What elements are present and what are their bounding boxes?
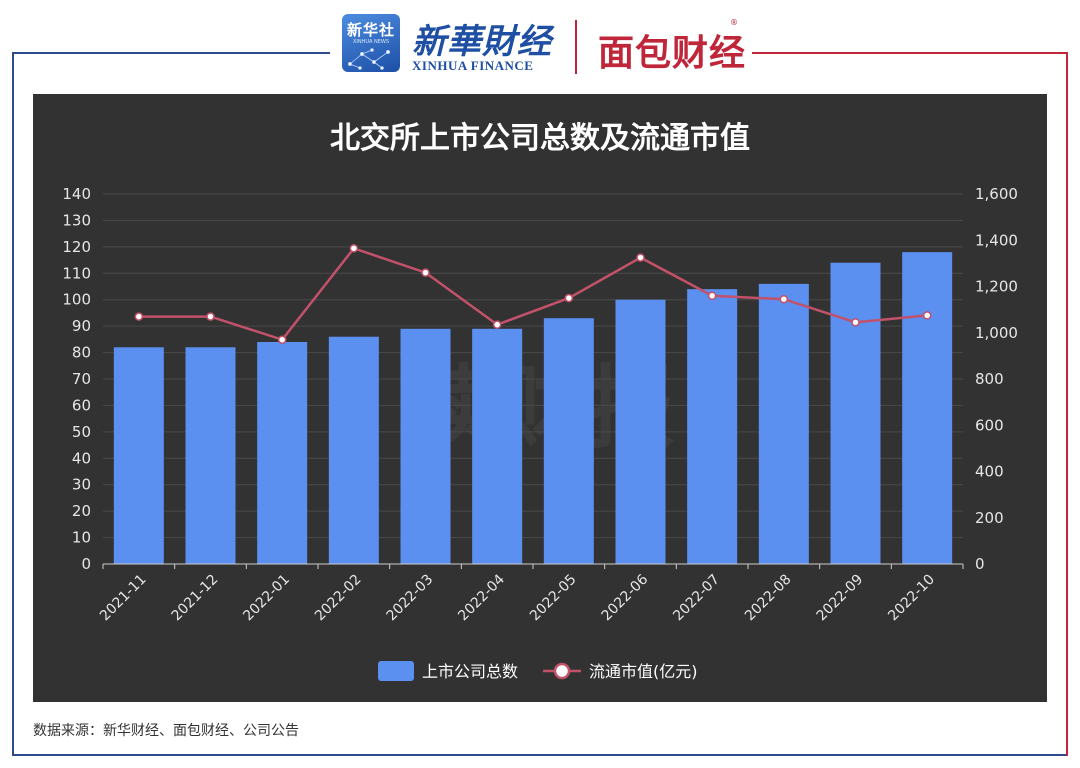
y-left-tick-label: 90: [72, 317, 91, 335]
y-right-tick-label: 0: [975, 555, 985, 573]
y-left-tick-label: 10: [72, 529, 91, 547]
y-right-tick-label: 1,600: [975, 185, 1018, 203]
network-icon: [348, 48, 391, 70]
y-right-tick-label: 1,200: [975, 278, 1018, 296]
legend-line-label: 流通市值(亿元): [589, 662, 698, 681]
line-point: [206, 312, 215, 321]
x-tick-label: 2022-10: [885, 572, 938, 625]
line-series-path: [138, 246, 928, 342]
y-right-tick-label: 1,000: [975, 324, 1018, 342]
line-point: [922, 311, 932, 320]
line-point: [277, 335, 287, 344]
y-left-tick-label: 0: [81, 555, 91, 573]
line-point: [707, 291, 717, 300]
y-right-tick-label: 800: [975, 370, 1004, 388]
logo-cn-text: 新华社: [346, 21, 395, 39]
line-point: [779, 294, 789, 304]
bar: [257, 342, 308, 564]
y-left-tick-label: 20: [72, 502, 91, 520]
x-tick-label: 2022-09: [814, 572, 867, 625]
x-tick-label: 2022-04: [455, 571, 508, 624]
bar: [830, 262, 881, 564]
line-point: [134, 312, 144, 321]
xinhua-news-logo: 新华社 XINHUA NEWS: [342, 14, 400, 72]
bar: [902, 252, 953, 564]
chart-svg: 读财报北交所上市公司总数及流通市值01020304050607080901001…: [62, 121, 1018, 681]
chart-title: 北交所上市公司总数及流通市值: [330, 121, 750, 156]
logo-en-text: XINHUA NEWS: [352, 39, 390, 45]
y-right-tick-label: 400: [975, 463, 1004, 481]
bar: [400, 328, 451, 564]
y-left-tick-label: 80: [72, 344, 91, 362]
x-tick-label: 2022-05: [527, 572, 580, 625]
line-point: [564, 293, 574, 303]
frame-left-border: [12, 52, 14, 756]
logo-divider: [575, 20, 577, 74]
x-tick-label: 2021-12: [169, 572, 222, 625]
bar: [758, 283, 809, 564]
legend-line-marker: [553, 662, 571, 680]
y-left-tick-label: 100: [62, 291, 91, 309]
y-right-tick-label: 600: [975, 416, 1004, 434]
frame-bottom-border: [12, 754, 1068, 756]
bar: [113, 347, 164, 564]
chart-panel: 读财报 北交所上市公司总数及流通市值 0 10 20 30 40 50 60 70 80 90 100 1…: [33, 94, 1047, 702]
line-point: [851, 318, 860, 327]
bar: [185, 347, 236, 564]
y-left-tick-label: 50: [72, 423, 91, 441]
line-point: [636, 253, 645, 262]
x-tick-label: 2021-11: [97, 572, 150, 625]
line-point: [421, 268, 430, 277]
legend-bar-label: 上市公司总数: [422, 662, 518, 681]
x-tick-label: 2022-01: [240, 572, 293, 625]
x-tick-label: 2022-03: [384, 572, 437, 625]
x-tick-label: 2022-07: [670, 572, 723, 625]
bar: [328, 336, 379, 564]
y-left-tick-label: 140: [62, 185, 91, 203]
x-tick-label: 2022-02: [312, 572, 365, 625]
bar: [687, 289, 738, 564]
frame-left-top-border: [12, 52, 330, 54]
frame-right-top-border: [752, 52, 1068, 54]
line-point: [349, 244, 359, 253]
y-left-tick-label: 70: [72, 370, 91, 388]
mianbao-finance-logo: 面包财经: [598, 33, 747, 74]
y-left-tick-label: 110: [62, 264, 91, 282]
xinhua-finance-logo-en: XINHUA FINANCE: [412, 58, 534, 73]
x-tick-label: 2022-08: [742, 572, 795, 625]
xinhua-finance-logo-cn: 新華財经: [412, 22, 552, 62]
legend-bar-swatch: [378, 661, 414, 681]
bar: [472, 328, 523, 564]
registered-mark-icon: ®: [730, 18, 738, 27]
y-left-tick-label: 130: [62, 211, 91, 229]
y-left-tick-label: 30: [72, 476, 91, 494]
y-right-tick-label: 1,400: [975, 231, 1018, 249]
y-left-tick-label: 40: [72, 449, 91, 467]
y-left-tick-label: 60: [72, 396, 91, 414]
x-tick-label: 2022-06: [599, 571, 652, 624]
y-right-tick-label: 200: [975, 509, 1004, 527]
line-point: [492, 320, 502, 329]
y-left-tick-label: 120: [62, 238, 91, 256]
data-source-note: 数据来源：新华财经、面包财经、公司公告: [33, 723, 299, 739]
bar: [543, 318, 594, 564]
frame-right-border: [1066, 52, 1068, 756]
bar: [615, 299, 666, 564]
